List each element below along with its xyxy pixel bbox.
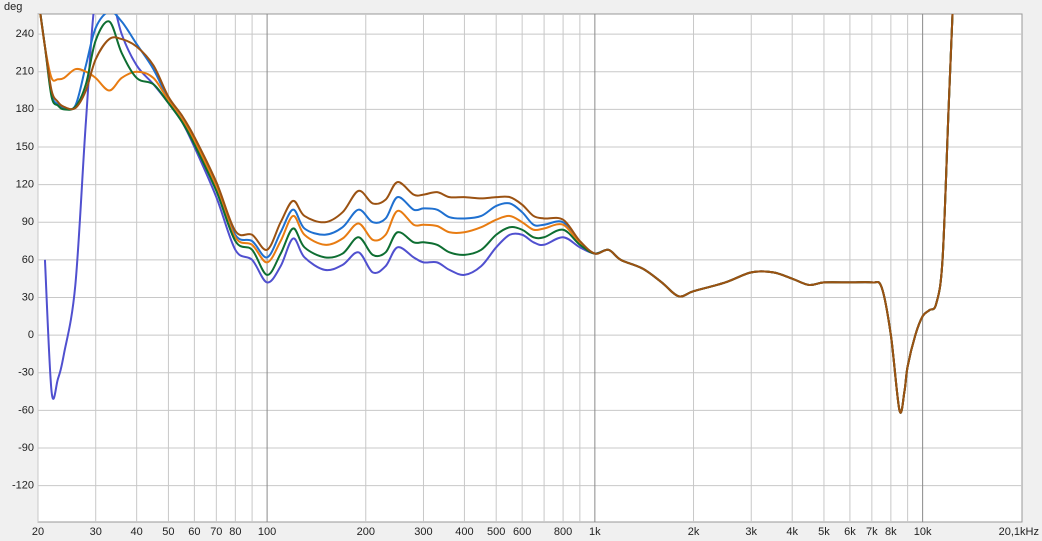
x-tick-label: 800	[554, 526, 572, 538]
x-tick-label: 30	[90, 526, 102, 538]
y-tick-label: 210	[16, 66, 34, 78]
x-tick-label: 2k	[688, 526, 700, 538]
x-tick-label: 600	[513, 526, 531, 538]
y-tick-label: -120	[12, 480, 34, 492]
x-tick-label: 200	[357, 526, 375, 538]
x-tick-label: 80	[229, 526, 241, 538]
x-tick-label: 60	[188, 526, 200, 538]
y-tick-label: 180	[16, 103, 34, 115]
x-tick-label: 20,1kHz	[999, 526, 1039, 538]
y-tick-label: 90	[22, 216, 34, 228]
y-tick-label: 30	[22, 291, 34, 303]
x-tick-label: 400	[455, 526, 473, 538]
x-tick-label: 8k	[885, 526, 897, 538]
x-tick-label: 6k	[844, 526, 856, 538]
plot-area	[37, 13, 1023, 523]
x-tick-label: 300	[414, 526, 432, 538]
x-tick-label: 40	[131, 526, 143, 538]
x-tick-label: 4k	[786, 526, 798, 538]
y-tick-label: -30	[18, 367, 34, 379]
x-tick-label: 20	[32, 526, 44, 538]
x-tick-label: 10k	[914, 526, 932, 538]
x-tick-label: 1k	[589, 526, 601, 538]
y-tick-label: -90	[18, 442, 34, 454]
y-tick-label: 0	[28, 329, 34, 341]
x-tick-label: 500	[487, 526, 505, 538]
x-tick-label: 3k	[745, 526, 757, 538]
y-tick-label: 60	[22, 254, 34, 266]
y-tick-label: 240	[16, 28, 34, 40]
x-tick-label: 100	[258, 526, 276, 538]
x-tick-label: 50	[162, 526, 174, 538]
x-tick-label: 70	[210, 526, 222, 538]
y-tick-label: -60	[18, 404, 34, 416]
x-tick-label: 7k	[866, 526, 878, 538]
series-line	[39, 14, 954, 414]
y-axis-label: deg	[4, 1, 22, 13]
y-tick-label: 150	[16, 141, 34, 153]
x-tick-label: 5k	[818, 526, 830, 538]
y-tick-label: 120	[16, 178, 34, 190]
